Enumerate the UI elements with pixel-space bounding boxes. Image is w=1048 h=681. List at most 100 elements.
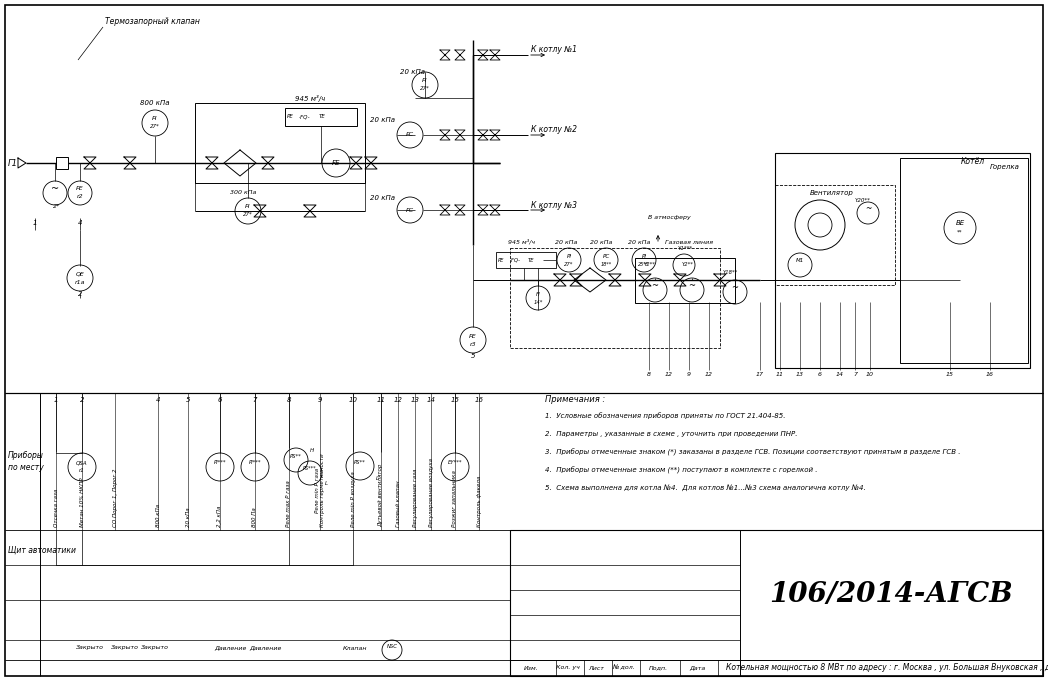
Text: PI: PI	[245, 204, 250, 210]
Text: 14*: 14*	[533, 300, 543, 304]
Text: 8: 8	[287, 397, 291, 403]
Text: К котлу №1: К котлу №1	[531, 46, 577, 54]
Text: 17: 17	[756, 373, 764, 377]
Text: PI: PI	[567, 253, 571, 259]
Text: 13: 13	[796, 373, 804, 377]
Text: ~: ~	[652, 281, 658, 291]
Text: 4.  Приборы отмеченные знаком (**) поступают в комплекте с горелкой .: 4. Приборы отмеченные знаком (**) поступ…	[545, 466, 817, 474]
Text: **: **	[957, 229, 963, 234]
Text: Отсечка газа: Отсечка газа	[53, 489, 59, 527]
Bar	[56, 157, 68, 169]
Text: 6: 6	[818, 373, 822, 377]
Bar	[776, 153, 1030, 368]
Bar	[496, 252, 556, 268]
Text: 7: 7	[253, 397, 257, 403]
Text: r1: r1	[80, 469, 85, 473]
Text: 14: 14	[836, 373, 844, 377]
Text: 20 кПа: 20 кПа	[370, 195, 395, 201]
Text: 20 кПа: 20 кПа	[400, 69, 425, 75]
Text: 20 кПа: 20 кПа	[628, 240, 651, 244]
Text: 16: 16	[475, 397, 483, 403]
Text: PC: PC	[603, 253, 610, 259]
Text: Y2**: Y2**	[645, 262, 656, 266]
Text: QSA: QSA	[77, 460, 88, 466]
Text: 7: 7	[853, 373, 857, 377]
Text: Горелка: Горелка	[990, 164, 1020, 170]
Text: PE: PE	[498, 257, 504, 262]
Text: 18**: 18**	[601, 262, 612, 266]
Text: QE: QE	[75, 272, 85, 276]
Text: Y2**: Y2**	[682, 262, 694, 266]
Text: FE: FE	[332, 160, 341, 166]
Text: 16: 16	[986, 373, 994, 377]
Text: r3: r3	[470, 341, 476, 347]
Text: PC: PC	[406, 133, 414, 138]
Text: Розжиг запальника: Розжиг запальника	[453, 470, 458, 527]
Text: 10: 10	[349, 397, 357, 403]
Text: Котёл: Котёл	[961, 157, 985, 166]
Text: 25**: 25**	[638, 262, 650, 266]
Text: Газовый клапан: Газовый клапан	[395, 480, 400, 527]
Bar	[195, 103, 365, 183]
Text: 4: 4	[156, 397, 160, 403]
Text: Щит автоматики: Щит автоматики	[8, 545, 77, 554]
Text: 12: 12	[393, 397, 402, 403]
Text: NSC: NSC	[387, 644, 397, 650]
Text: 5.  Схема выполнена для котла №4.  Для котлов №1...№3 схема аналогична котлу №4.: 5. Схема выполнена для котла №4. Для кот…	[545, 485, 866, 491]
Text: 11: 11	[376, 397, 386, 403]
Text: -FQ-: -FQ-	[510, 257, 521, 262]
Text: Изм.: Изм.	[524, 665, 539, 671]
Text: 20 кПа: 20 кПа	[555, 240, 577, 244]
Text: 20 кПа: 20 кПа	[590, 240, 612, 244]
Text: PC: PC	[406, 208, 414, 212]
Text: 27*: 27*	[564, 262, 573, 266]
Text: СО Порог 1, Порог 2: СО Порог 1, Порог 2	[112, 469, 117, 527]
Text: 2: 2	[78, 291, 82, 297]
Text: Y20**: Y20**	[855, 197, 871, 202]
Text: Примечания :: Примечания :	[545, 396, 606, 405]
Text: FI: FI	[536, 291, 541, 296]
Text: Давление: Давление	[214, 646, 246, 650]
Text: Дутьевой вентилятор: Дутьевой вентилятор	[378, 464, 384, 527]
Text: Закрыто: Закрыто	[77, 646, 104, 650]
Text: PI: PI	[152, 116, 158, 121]
Text: 14: 14	[427, 397, 436, 403]
Text: 27*: 27*	[420, 86, 430, 91]
Text: Лист: Лист	[588, 665, 604, 671]
Text: M1: M1	[795, 259, 804, 264]
Text: 2.  Параметры , указанные в схеме , уточнить при проведении ПНР.: 2. Параметры , указанные в схеме , уточн…	[545, 431, 798, 437]
Text: -FQ-: -FQ-	[299, 114, 310, 119]
Text: ~: ~	[51, 184, 59, 194]
Text: L: L	[325, 481, 328, 486]
Text: 27*: 27*	[150, 125, 160, 129]
Text: 20 кПа: 20 кПа	[185, 507, 191, 527]
Text: Закрыто: Закрыто	[141, 646, 169, 650]
Text: PI***: PI***	[248, 460, 261, 466]
Text: Давление: Давление	[248, 646, 281, 650]
Text: PS**: PS**	[354, 460, 366, 464]
Bar	[285, 108, 357, 126]
Text: 1.  Условные обозначения приборов приняты по ГОСТ 21.404-85.: 1. Условные обозначения приборов приняты…	[545, 413, 786, 419]
Text: В атмосферу: В атмосферу	[648, 215, 691, 221]
Text: ~: ~	[732, 283, 739, 293]
Bar	[635, 258, 735, 303]
Text: 5: 5	[471, 353, 475, 359]
Text: 13: 13	[411, 397, 419, 403]
Text: Газовая линия: Газовая линия	[665, 240, 713, 244]
Text: 15: 15	[451, 397, 459, 403]
Text: PS**: PS**	[290, 454, 302, 458]
Text: 300 кПа: 300 кПа	[230, 191, 257, 195]
Text: r2: r2	[77, 195, 83, 200]
Text: Котельная мощностью 8 МВт по адресу : г. Москва , ул. Большая Внуковская , д.8: Котельная мощностью 8 МВт по адресу : г.…	[726, 663, 1048, 673]
Text: Метан 10% НКПР: Метан 10% НКПР	[80, 477, 85, 527]
Text: PI: PI	[422, 78, 428, 84]
Text: 945 м³/ч: 945 м³/ч	[508, 239, 536, 244]
Text: PE: PE	[470, 334, 477, 338]
Text: 12: 12	[665, 373, 673, 377]
Text: 2,2 кПа: 2,2 кПа	[218, 505, 222, 527]
Text: 945 м³/ч: 945 м³/ч	[294, 95, 325, 101]
Text: 12: 12	[705, 373, 713, 377]
Text: Реле min P газа
Контроль герметичности: Реле min P газа Контроль герметичности	[314, 454, 325, 527]
Text: PI: PI	[641, 253, 647, 259]
Text: 11: 11	[776, 373, 784, 377]
